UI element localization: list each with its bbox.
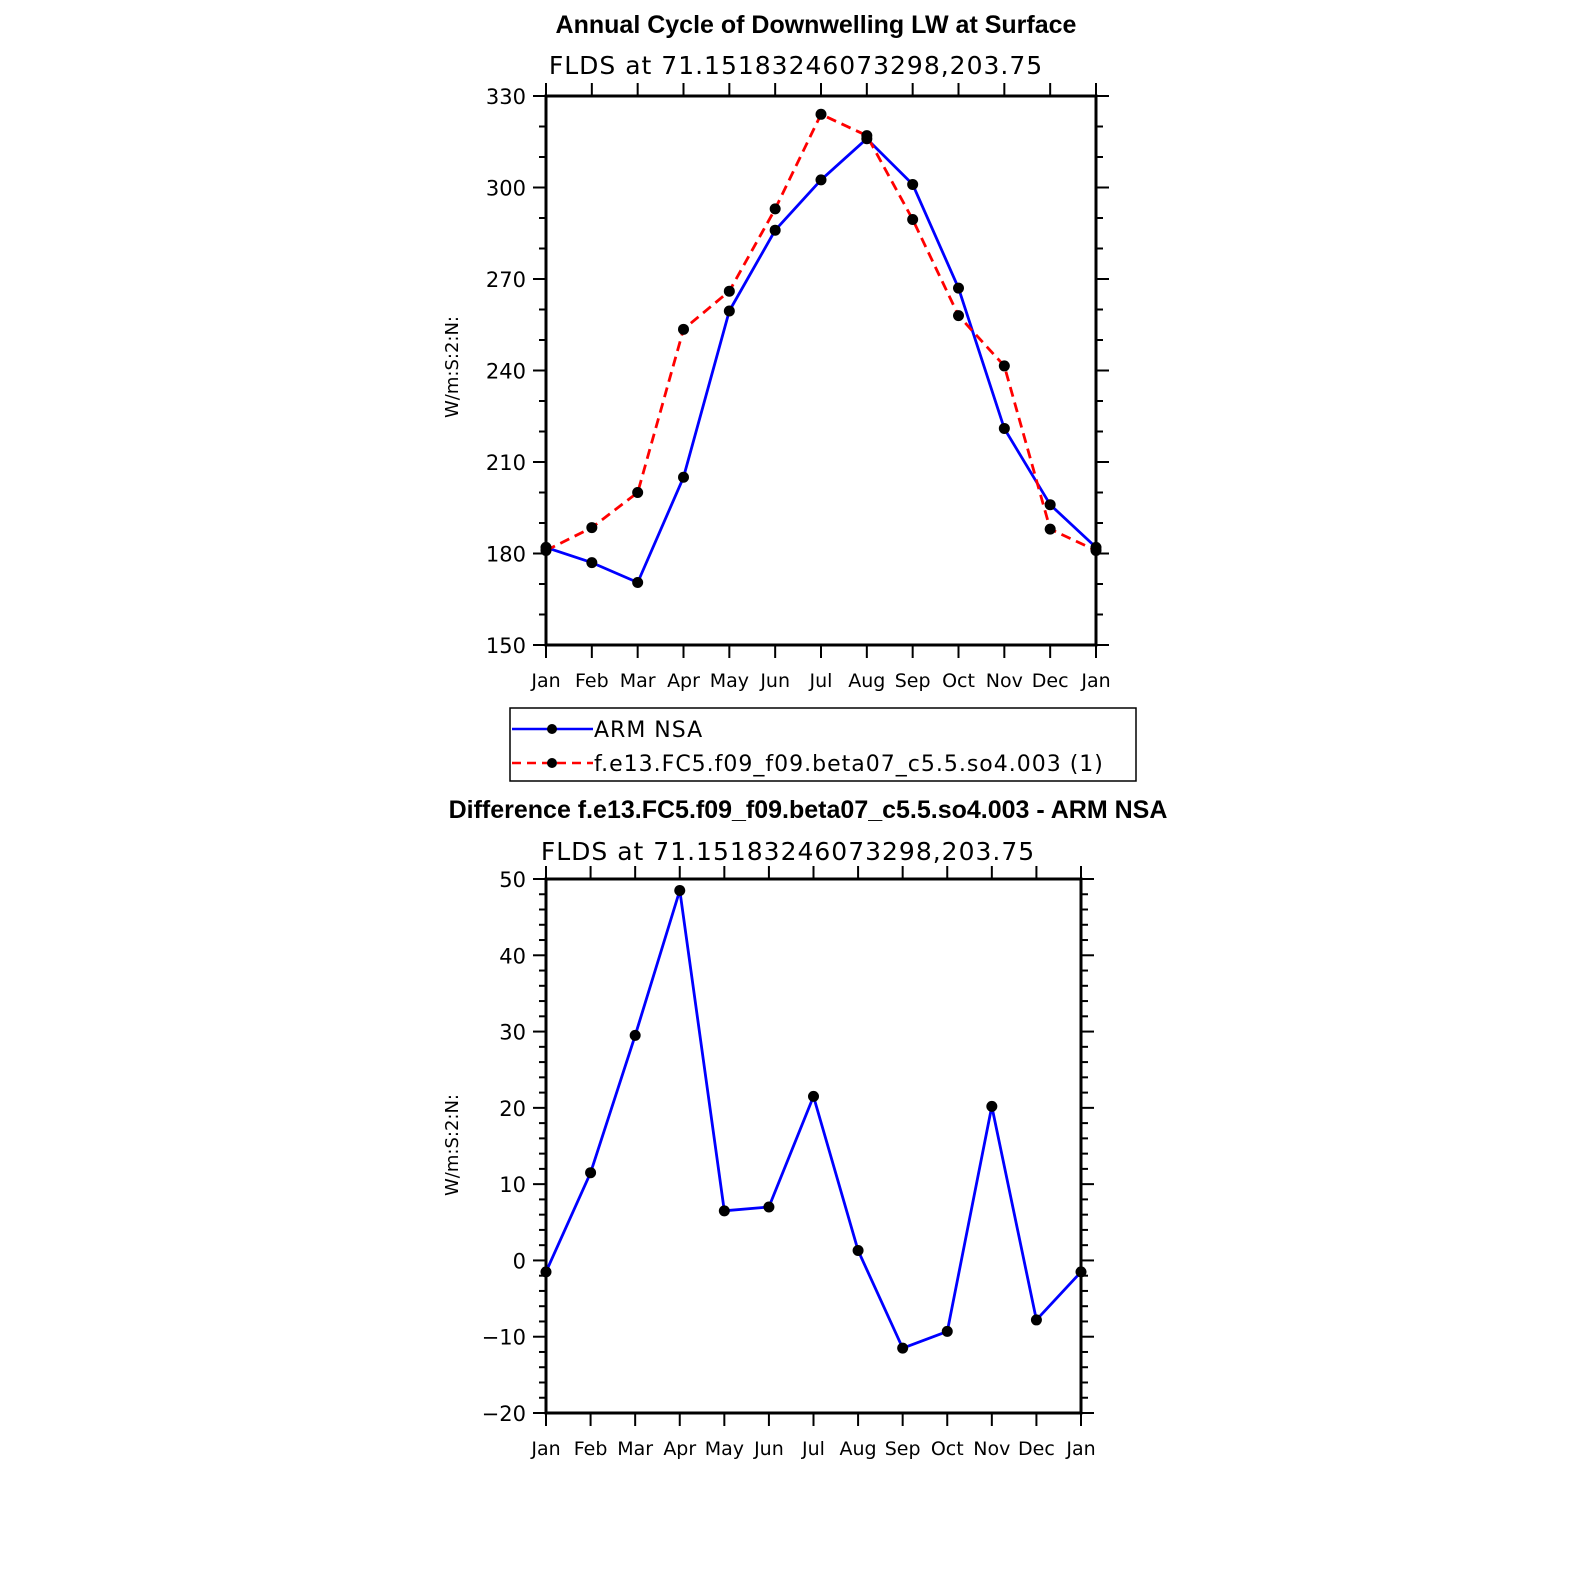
series-1-point <box>769 203 781 215</box>
series-0-point <box>585 1167 597 1179</box>
series-0-point <box>723 305 735 317</box>
series-0-point <box>769 224 781 236</box>
legend-label-model: f.e13.FC5.f09_f09.beta07_c5.5.so4.003 (1… <box>594 752 1104 777</box>
series-0-point <box>998 422 1010 434</box>
series-1-point <box>998 360 1010 372</box>
y-tick-label: 10 <box>499 1173 526 1197</box>
x-tick-label: Jan <box>1065 1438 1095 1460</box>
series-0-point <box>763 1201 775 1213</box>
y-tick-label: 240 <box>486 360 526 384</box>
x-tick-label: Apr <box>663 1438 696 1460</box>
series-0-point <box>852 1245 864 1257</box>
series-0-point <box>953 282 964 294</box>
x-tick-label: Nov <box>986 670 1023 692</box>
x-tick-label: Mar <box>617 1438 653 1460</box>
x-tick-label: Nov <box>973 1438 1010 1460</box>
x-tick-label: Feb <box>575 670 609 692</box>
chart-title: Difference f.e13.FC5.f09_f09.beta07_c5.5… <box>449 796 1168 824</box>
x-tick-label: Jun <box>753 1438 784 1460</box>
chart-subtitle: FLDS at 71.15183246073298,203.75 <box>541 837 1035 866</box>
y-tick-label: 20 <box>499 1097 526 1121</box>
series-0-point <box>678 471 689 483</box>
y-tick-label: −10 <box>482 1326 526 1350</box>
legend-box <box>509 707 1137 782</box>
x-tick-label: Aug <box>840 1438 877 1460</box>
legend-entry-model: f.e13.FC5.f09_f09.beta07_c5.5.so4.003 (1… <box>512 752 1104 777</box>
y-tick-label: 300 <box>486 177 526 201</box>
x-tick-label: Sep <box>895 670 931 692</box>
series-1-point <box>586 522 598 534</box>
series-1-point <box>678 323 689 335</box>
plot-area: 150 180 210 240 270 300 330 Jan Feb Mar Apr May Jun J… <box>486 83 1111 692</box>
series-0-point <box>674 884 686 896</box>
series-1-point <box>1090 544 1102 556</box>
series-0-point <box>632 576 644 588</box>
series-0-point <box>907 178 919 190</box>
y-tick-label: 150 <box>486 634 526 658</box>
y-tick-label: 270 <box>486 268 526 292</box>
x-tick-label: Jan <box>1080 670 1110 692</box>
series-1-point <box>1044 523 1056 535</box>
legend-label-arm-nsa: ARM NSA <box>594 718 703 743</box>
series-0-point <box>815 174 827 186</box>
x-tick-label: Dec <box>1032 670 1069 692</box>
x-tick-label: Jul <box>801 1438 825 1460</box>
x-tick-label: Dec <box>1018 1438 1055 1460</box>
y-tick-label: 0 <box>513 1249 526 1273</box>
legend-entry-arm-nsa: ARM NSA <box>512 718 703 743</box>
x-tick-label: Sep <box>885 1438 921 1460</box>
chart-title: Annual Cycle of Downwelling LW at Surfac… <box>556 11 1077 39</box>
y-tick-label: 210 <box>486 451 526 475</box>
y-axis-title: W/m:S:2:N: <box>442 316 463 418</box>
legend-marker-arm-nsa <box>547 724 557 734</box>
x-tick-label: May <box>710 670 749 692</box>
series-0-point <box>897 1342 909 1354</box>
x-tick-label: Jun <box>759 670 790 692</box>
series-1-point <box>540 544 552 556</box>
y-tick-label: 50 <box>499 868 526 892</box>
x-tick-label: Mar <box>620 670 656 692</box>
x-tick-label: Apr <box>667 670 700 692</box>
y-axis-title: W/m:S:2:N: <box>442 1094 463 1196</box>
series-1-point <box>907 214 919 226</box>
chart-subtitle: FLDS at 71.15183246073298,203.75 <box>549 51 1043 80</box>
plot-area: −20 −10 0 10 20 30 40 50 Jan Feb Mar Apr May Jun Jul Au… <box>482 866 1096 1460</box>
series-0-point <box>540 1266 552 1278</box>
legend-marker-model <box>547 758 557 768</box>
series-0-point <box>1044 499 1056 511</box>
x-tick-label: May <box>705 1438 744 1460</box>
series-1-point <box>953 310 964 322</box>
y-tick-label: 180 <box>486 543 526 567</box>
x-tick-label: Jul <box>809 670 833 692</box>
series-0-point <box>629 1029 641 1041</box>
series-0-point <box>718 1205 730 1217</box>
legend: ARM NSA f.e13.FC5.f09_f09.beta07_c5.5.so… <box>509 707 1137 782</box>
difference-chart: Difference f.e13.FC5.f09_f09.beta07_c5.5… <box>442 796 1167 1460</box>
annual-cycle-chart: Annual Cycle of Downwelling LW at Surfac… <box>442 11 1137 782</box>
y-tick-label: 330 <box>486 85 526 109</box>
series-1-point <box>632 487 644 498</box>
y-tick-label: 40 <box>499 944 526 968</box>
series-0-point <box>986 1100 998 1112</box>
x-tick-label: Oct <box>931 1438 964 1460</box>
series-0-point <box>1030 1314 1042 1326</box>
x-tick-label: Jan <box>530 1438 560 1460</box>
series-0-point <box>586 557 598 569</box>
y-tick-label: −20 <box>482 1402 526 1426</box>
x-tick-label: Aug <box>848 670 885 692</box>
series-1-point <box>815 108 827 120</box>
series-1-point <box>723 285 735 297</box>
x-tick-label: Jan <box>530 670 560 692</box>
series-1-point <box>861 130 873 142</box>
series-0-point <box>1075 1266 1087 1278</box>
series-0-point <box>941 1325 953 1337</box>
x-tick-label: Feb <box>574 1438 608 1460</box>
x-tick-label: Oct <box>942 670 975 692</box>
y-tick-label: 30 <box>499 1021 526 1045</box>
series-0-point <box>808 1090 819 1102</box>
